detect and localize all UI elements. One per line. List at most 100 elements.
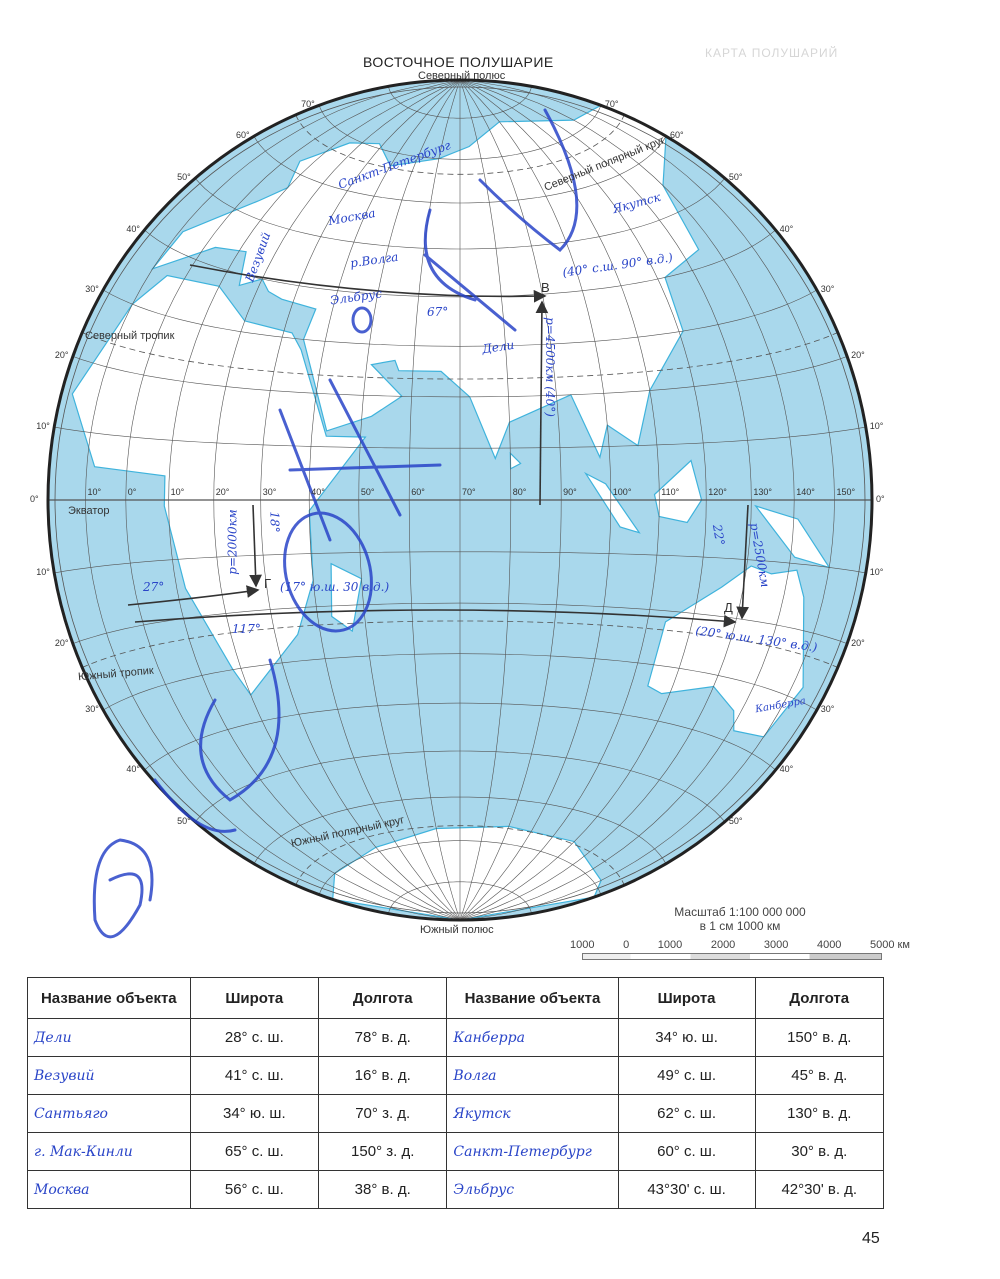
- route-to-b-horizontal: [189, 264, 547, 303]
- map-scale: Масштаб 1:100 000 000 в 1 см 1000 км 100…: [570, 905, 910, 960]
- latitude-cell: 28° с. ш.: [189, 1018, 320, 1057]
- longitude-cell: 70° з. д.: [318, 1094, 448, 1133]
- scale-tick: 2000: [710, 939, 736, 951]
- longitude-cell: 38° в. д.: [318, 1170, 448, 1209]
- longitude-label: 50°: [360, 487, 375, 497]
- longitude-label: 100°: [612, 487, 632, 497]
- ink-stroke: [423, 253, 517, 332]
- coordinates-table: Название объекта Широта Долгота Название…: [27, 977, 885, 1209]
- hand-label-g-lat-diff: 18°: [267, 511, 282, 533]
- latitude-label: 10°: [36, 421, 50, 432]
- longitude-cell: 150° з. д.: [318, 1132, 448, 1171]
- longitude-label: 10°: [170, 487, 185, 497]
- latitude-label: 20°: [851, 637, 865, 648]
- route-to-d-vertical: [736, 504, 749, 620]
- south-pole-label: Южный полюс: [420, 924, 494, 936]
- object-name-cell: Дели: [27, 1018, 191, 1057]
- latitude-label: 40°: [126, 224, 140, 235]
- scale-tick: 1000: [570, 939, 595, 951]
- latitude-label: 70°: [604, 99, 619, 110]
- landmass-madagascar: [330, 562, 363, 633]
- landmass-eurasia: [150, 104, 700, 461]
- parallel-line: [388, 881, 532, 914]
- latitude-label: 50°: [728, 172, 743, 183]
- point-b: В: [541, 280, 550, 295]
- longitude-label: 10°: [87, 487, 102, 497]
- latitude-label: 0°: [876, 494, 885, 504]
- latitude-cell: 60° с. ш.: [617, 1132, 756, 1171]
- latitude-label: 50°: [177, 815, 191, 826]
- longitude-label: 150°: [836, 487, 856, 497]
- ink-stroke: [328, 378, 402, 517]
- latitude-label: 70°: [301, 99, 315, 110]
- ink-stroke: [153, 778, 237, 833]
- object-name-cell: Москва: [27, 1170, 191, 1209]
- latitude-label: 30°: [85, 284, 99, 294]
- parallel-line: [194, 750, 726, 822]
- longitude-label: 90°: [563, 487, 577, 497]
- parallel-line: [144, 702, 776, 771]
- table-row: Москва 56° с. ш. 38° в. д. Эльбрус 43°30' с.…: [27, 1170, 885, 1209]
- scale-tick: 4000: [816, 939, 842, 951]
- latitude-label: 60°: [236, 130, 250, 141]
- special-parallel-line: [295, 114, 625, 175]
- latitude-cell: 34° ю. ш.: [189, 1094, 320, 1133]
- latitude-label: 30°: [820, 704, 835, 714]
- longitude-cell: 16° в. д.: [318, 1056, 448, 1095]
- scale-tick: 3000: [763, 939, 789, 951]
- special-parallel-line: [82, 620, 838, 668]
- latitude-cell: 41° с. ш.: [189, 1056, 320, 1095]
- parallel-line: [318, 840, 602, 895]
- latitude-label: 0°: [30, 494, 39, 504]
- equator-label: Экватор: [68, 505, 110, 517]
- landmass-sumatra: [583, 471, 641, 534]
- longitude-label: 60°: [411, 487, 425, 497]
- map-title: ВОСТОЧНОЕ ПОЛУШАРИЕ: [363, 54, 554, 70]
- latitude-label: 50°: [177, 172, 191, 183]
- longitude-cell: 150° в. д.: [754, 1018, 885, 1057]
- route-to-b-vertical: [535, 300, 549, 506]
- table-row: Сантьяго 34° ю. ш. 70° з. д. Якутск 62° с. ш…: [27, 1094, 885, 1133]
- parallel-line: [144, 229, 776, 298]
- landmasses: [71, 104, 831, 920]
- scale-subtitle: в 1 см 1000 км: [699, 919, 781, 933]
- parallel-line: [318, 105, 602, 160]
- col-header: Название объекта: [27, 977, 191, 1019]
- ink-circle-small: [351, 306, 373, 334]
- col-header: Широта: [189, 977, 320, 1019]
- parallel-line: [103, 653, 817, 711]
- col-header: Долгота: [318, 977, 448, 1019]
- ink-stroke: [199, 658, 281, 802]
- scale-tick: 0: [623, 939, 630, 951]
- section-heading: КАРТА ПОЛУШАРИЙ: [705, 46, 839, 60]
- parallel-line: [253, 796, 667, 864]
- parallel-line: [72, 356, 848, 398]
- latitude-label: 60°: [670, 130, 684, 141]
- latitude-label: 20°: [54, 637, 69, 648]
- route-to-g-vertical: [249, 504, 262, 588]
- route-lines: [127, 264, 749, 628]
- object-name-cell: Волга: [446, 1056, 619, 1095]
- latitude-label: 30°: [85, 704, 99, 714]
- hemisphere-map: [46, 78, 874, 939]
- scale-bar: [582, 953, 882, 960]
- landmass-borneo: [653, 459, 703, 524]
- scale-title: Масштаб 1:100 000 000: [674, 905, 806, 919]
- hand-label-b-distance: р=4500км (40°): [542, 317, 557, 417]
- col-header: Долгота: [754, 977, 885, 1019]
- latitude-label: 40°: [126, 763, 140, 774]
- longitude-cell: 42°30' в. д.: [754, 1170, 885, 1209]
- ink-circle-madagascar: [283, 511, 373, 633]
- object-name-cell: г. Мак-Кинли: [27, 1132, 191, 1171]
- latitude-label: 20°: [851, 350, 865, 361]
- hand-label-g-other: 117°: [232, 622, 261, 636]
- latitude-label: 10°: [869, 566, 884, 577]
- longitude-label: 110°: [661, 487, 680, 497]
- table-header-row: Название объекта Широта Долгота Название…: [27, 977, 885, 1019]
- map-border: [46, 78, 874, 922]
- col-header: Широта: [617, 977, 756, 1019]
- ink-stroke: [423, 208, 477, 302]
- parallel-line: [253, 136, 667, 204]
- latitude-cell: 56° с. ш.: [189, 1170, 320, 1209]
- hand-label-g-coords: (17° ю.ш. 30 в.д.): [280, 580, 390, 594]
